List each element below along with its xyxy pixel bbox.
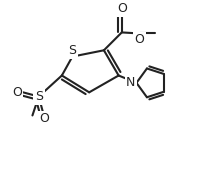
Text: S: S [68, 44, 76, 57]
Text: O: O [12, 86, 22, 99]
Text: O: O [117, 2, 127, 15]
Text: O: O [135, 33, 145, 46]
Text: N: N [126, 76, 135, 89]
Text: O: O [39, 112, 49, 125]
Text: S: S [35, 90, 43, 103]
